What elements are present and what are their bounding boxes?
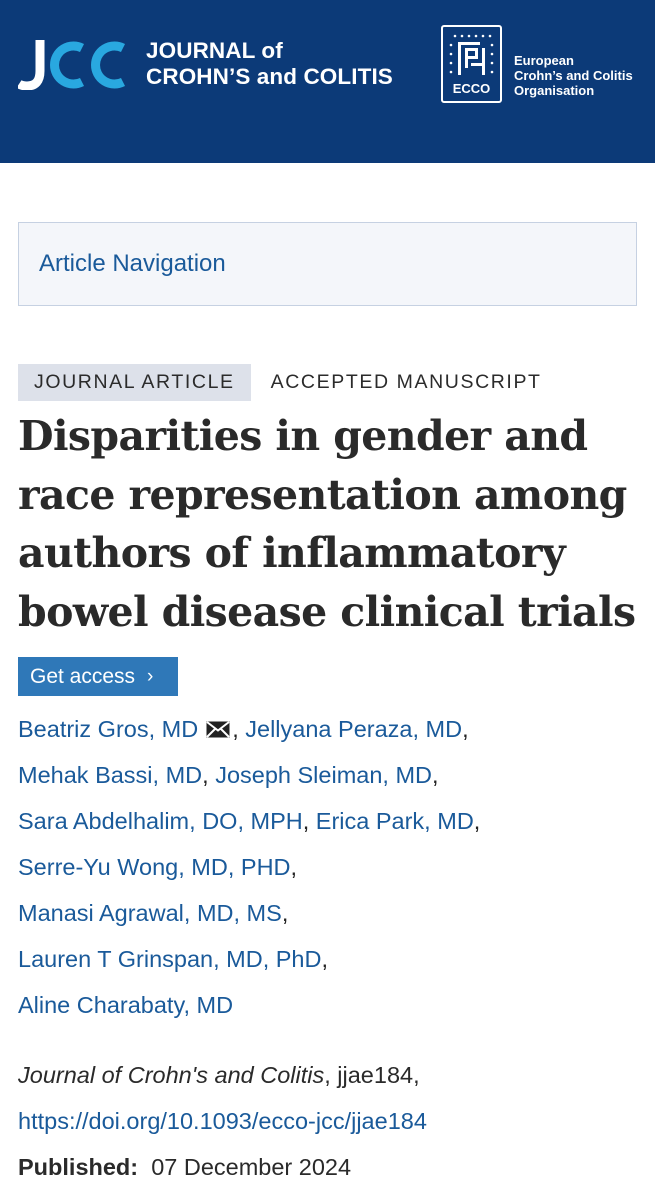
- author-link[interactable]: Manasi Agrawal, MD, MS: [18, 900, 282, 926]
- citation-article-id: jjae184: [337, 1062, 414, 1088]
- article-navigation-label: Article Navigation: [39, 250, 226, 277]
- jcc-logo[interactable]: [18, 38, 130, 90]
- title-line-3: authors of inflammatory: [18, 529, 566, 577]
- ecco-name[interactable]: European Crohn’s and Colitis Organisatio…: [514, 53, 633, 98]
- get-access-button[interactable]: Get access ›: [18, 657, 178, 696]
- article-type-tag: JOURNAL ARTICLE: [18, 364, 251, 401]
- title-line-1: Disparities in gender and: [18, 412, 588, 460]
- citation-block: Journal of Crohn's and Colitis, jjae184,…: [18, 1062, 427, 1180]
- title-line-2: race representation among: [18, 470, 627, 519]
- author-link[interactable]: Mehak Bassi, MD: [18, 762, 203, 788]
- doi-link[interactable]: https://doi.org/10.1093/ecco-jcc/jjae184: [18, 1108, 427, 1134]
- article-navigation-toggle[interactable]: Article Navigation: [18, 222, 637, 306]
- journal-header: JOURNAL of CROHN’S and COLITIS ECCO Euro…: [0, 0, 655, 163]
- author-link[interactable]: Jellyana Peraza, MD: [245, 716, 463, 742]
- ecco-name-line-1: European: [514, 53, 574, 68]
- ecco-name-line-3: Organisation: [514, 83, 595, 98]
- ecco-badge-text: ECCO: [453, 81, 491, 96]
- author-link[interactable]: Erica Park, MD: [315, 808, 474, 834]
- author-link[interactable]: Serre-Yu Wong, MD, PHD: [18, 854, 291, 880]
- ecco-emblem-icon: ECCO: [449, 34, 494, 96]
- citation-journal: Journal of Crohn's and Colitis: [18, 1062, 325, 1088]
- author-link[interactable]: Sara Abdelhalim, DO, MPH: [18, 808, 303, 834]
- ecco-name-line-2: Crohn’s and Colitis: [514, 68, 633, 83]
- author-list: Beatriz Gros, MD, Jellyana Peraza, MD, M…: [18, 716, 481, 1018]
- author-link[interactable]: Lauren T Grinspan, MD, PhD: [18, 946, 322, 972]
- title-line-4: bowel disease clinical trials: [18, 587, 636, 636]
- article-status-tag: ACCEPTED MANUSCRIPT: [270, 371, 542, 393]
- published-date: 07 December 2024: [151, 1154, 352, 1180]
- article-title: Disparities in gender and race represent…: [18, 407, 643, 641]
- author-link[interactable]: Beatriz Gros, MD: [18, 716, 199, 742]
- author-link[interactable]: Aline Charabaty, MD: [18, 992, 234, 1018]
- mail-icon[interactable]: [206, 721, 230, 738]
- journal-name[interactable]: JOURNAL of CROHN’S and COLITIS: [146, 38, 393, 90]
- article-tags: JOURNAL ARTICLE ACCEPTED MANUSCRIPT: [18, 364, 542, 401]
- journal-name-line-1: JOURNAL of: [146, 38, 283, 63]
- ecco-logo[interactable]: ECCO: [441, 25, 502, 103]
- journal-name-line-2: CROHN’S and COLITIS: [146, 64, 393, 89]
- published-label: Published:: [18, 1154, 139, 1180]
- get-access-label: Get access: [30, 664, 136, 688]
- chevron-right-icon: ›: [147, 665, 154, 687]
- author-link[interactable]: Joseph Sleiman, MD: [215, 762, 433, 788]
